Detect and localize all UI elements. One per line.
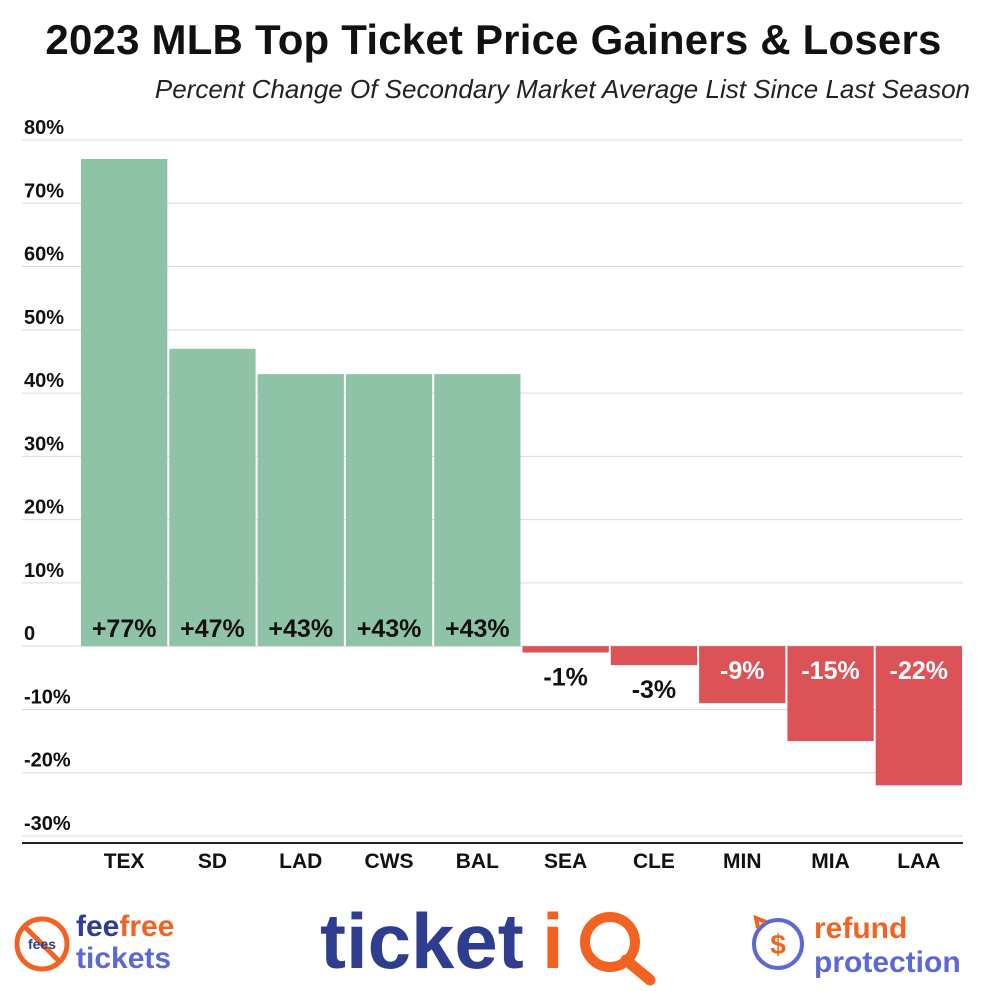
feefree-free: free — [119, 910, 175, 943]
feefree-tickets-logo: fees feefree tickets — [12, 910, 212, 980]
refund-line1: refund — [814, 912, 908, 945]
bar — [345, 374, 433, 647]
data-label: +43% — [357, 615, 422, 643]
bar — [699, 646, 786, 704]
bar — [610, 646, 698, 666]
magnifier-icon — [580, 912, 656, 986]
refund-dollar-icon: $ — [752, 914, 804, 970]
bar — [169, 348, 256, 647]
data-label: -3% — [632, 676, 676, 704]
x-tick-label: SEA — [544, 850, 587, 873]
data-label: -9% — [720, 657, 764, 685]
ticketiq-main-text: ticket — [320, 897, 524, 985]
ticketiq-i-text: i — [542, 897, 564, 985]
data-label: -22% — [890, 657, 948, 685]
no-fees-icon: fees — [14, 916, 70, 972]
y-tick-label: 10% — [24, 560, 64, 582]
y-tick-label: -30% — [24, 813, 71, 835]
y-tick-label: 50% — [24, 307, 64, 329]
x-tick-label: LAA — [897, 850, 940, 873]
y-tick-label: 40% — [24, 370, 64, 392]
y-tick-label: -10% — [24, 686, 71, 708]
y-tick-label: -20% — [24, 750, 71, 772]
bar — [522, 646, 609, 653]
x-tick-label: LAD — [279, 850, 322, 873]
data-label: +77% — [92, 615, 157, 643]
x-tick-label: BAL — [456, 850, 499, 873]
data-label: +43% — [268, 615, 333, 643]
bar — [81, 158, 168, 647]
feefree-fee: fee — [76, 910, 120, 943]
refund-wordmark: refund protection — [814, 912, 961, 980]
bar — [434, 374, 521, 647]
bar — [875, 646, 962, 786]
y-tick-label: 70% — [24, 180, 64, 202]
bar — [257, 374, 344, 647]
data-label: +43% — [445, 615, 510, 643]
x-tick-label: CWS — [365, 850, 414, 873]
feefree-wordmark: feefree tickets — [76, 912, 174, 976]
chart-title: 2023 MLB Top Ticket Price Gainers & Lose… — [45, 16, 942, 63]
x-tick-label: TEX — [104, 850, 145, 873]
refund-line2: protection — [814, 946, 961, 979]
fees-badge-text: fees — [28, 936, 56, 952]
y-tick-label: 60% — [24, 244, 64, 266]
refund-protection-logo: $ refund protection — [748, 910, 983, 980]
y-tick-label: 80% — [24, 117, 64, 139]
y-tick-label: 30% — [24, 433, 64, 455]
svg-text:$: $ — [770, 929, 786, 960]
y-tick-label: 0 — [24, 623, 35, 645]
x-tick-label: SD — [198, 850, 227, 873]
ticketiq-logo: ticket i — [320, 896, 670, 986]
y-tick-label: 20% — [24, 497, 64, 519]
x-tick-label: MIA — [811, 850, 850, 873]
data-label: -15% — [801, 657, 859, 685]
feefree-tickets: tickets — [76, 942, 172, 975]
chart-subtitle: Percent Change Of Secondary Market Avera… — [154, 74, 970, 104]
ticketiq-wordmark: ticket i — [320, 897, 656, 986]
x-tick-label: CLE — [633, 850, 675, 873]
data-label: -1% — [543, 664, 587, 692]
x-tick-label: MIN — [723, 850, 762, 873]
bar — [787, 646, 874, 742]
data-label: +47% — [180, 615, 245, 643]
